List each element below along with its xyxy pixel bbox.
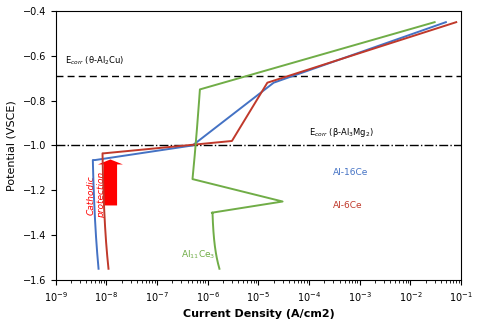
Y-axis label: Potential (VSCE): Potential (VSCE) — [7, 100, 17, 191]
Text: E$_{corr}$ (β-Al$_3$Mg$_2$): E$_{corr}$ (β-Al$_3$Mg$_2$) — [309, 126, 374, 139]
Text: Al$_{11}$Ce$_3$: Al$_{11}$Ce$_3$ — [181, 248, 216, 261]
Text: Cathodic
protection: Cathodic protection — [86, 172, 106, 218]
X-axis label: Current Density (A/cm2): Current Density (A/cm2) — [182, 309, 334, 319]
Text: E$_{corr}$ (θ-Al$_2$Cu): E$_{corr}$ (θ-Al$_2$Cu) — [65, 54, 124, 67]
Text: Al-16Ce: Al-16Ce — [333, 168, 369, 177]
Text: Al-6Ce: Al-6Ce — [333, 201, 363, 210]
